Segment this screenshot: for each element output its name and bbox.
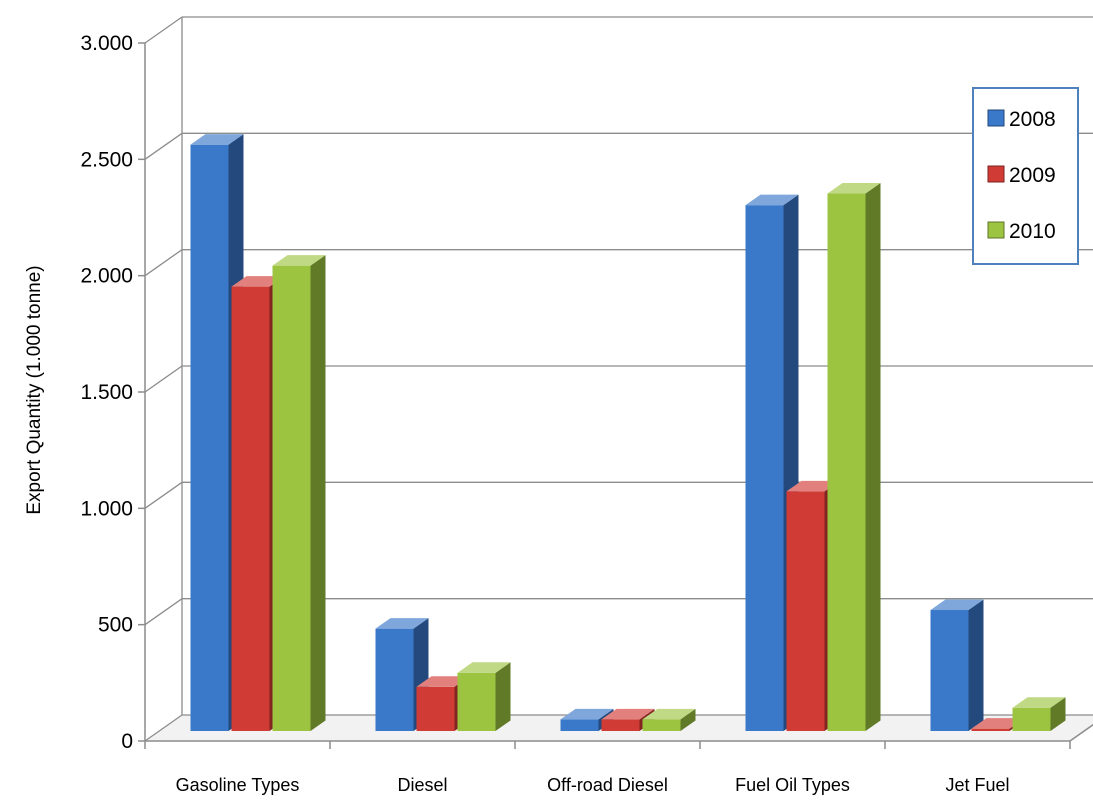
bar-front xyxy=(827,193,866,732)
legend-item-2009: 2009 xyxy=(987,164,1056,187)
bar-top xyxy=(745,194,799,206)
x-category-label: Fuel Oil Types xyxy=(735,775,850,795)
gridline-side xyxy=(144,16,183,44)
gridline-side xyxy=(144,132,183,160)
bar-top xyxy=(416,676,470,687)
bar-top xyxy=(642,708,696,720)
legend-label: 2008 xyxy=(1009,108,1056,131)
bar-front xyxy=(560,719,599,731)
x-category-labels: Gasoline Types Diesel Off-road Diesel Fuel … xyxy=(176,775,1010,795)
bar-2010-off-road-diesel xyxy=(642,708,696,731)
bar-front xyxy=(375,628,414,731)
legend-swatch xyxy=(987,109,1005,127)
bar-top xyxy=(457,662,511,673)
legend-swatch xyxy=(987,165,1005,183)
bar-side xyxy=(1050,697,1066,731)
bar-top xyxy=(1012,697,1066,708)
axes xyxy=(138,42,1093,749)
bar-front xyxy=(601,719,640,731)
y-axis-label: Export Quantity (1.000 tonne) xyxy=(24,265,45,514)
bar-front xyxy=(1012,707,1051,731)
bar-2008-jet-fuel xyxy=(930,599,984,731)
bar-front xyxy=(190,144,229,731)
bar-front xyxy=(642,719,681,731)
bar-front xyxy=(745,205,784,731)
bar-front xyxy=(416,686,455,731)
bar-side xyxy=(310,255,326,731)
bar-top xyxy=(560,708,614,720)
x-axis-end xyxy=(1069,723,1093,742)
bar-front xyxy=(231,286,270,731)
bar-top xyxy=(971,718,1025,729)
legend: 2008 2009 2010 xyxy=(972,87,1079,265)
bar-top xyxy=(375,618,429,629)
y-tick-labels: 0 500 1.000 1.500 2.000 2.500 3.000 xyxy=(80,32,133,753)
y-tick-label: 0 xyxy=(121,730,133,753)
bar-2010-diesel xyxy=(457,662,511,731)
gridline-side xyxy=(144,481,183,509)
bar-side xyxy=(680,708,696,731)
bar-top xyxy=(272,255,326,266)
y-tick-label: 2.500 xyxy=(80,148,133,171)
bar-top xyxy=(231,276,285,287)
bar-top xyxy=(190,134,244,145)
x-category-label: Diesel xyxy=(397,775,447,795)
bar-top xyxy=(601,708,655,720)
legend-item-2008: 2008 xyxy=(987,108,1056,131)
y-tick-label: 3.000 xyxy=(80,32,133,55)
legend-label: 2009 xyxy=(1009,164,1056,187)
y-tick-label: 1.000 xyxy=(80,497,133,520)
bar-2010-gasoline-types xyxy=(272,255,326,731)
bar-front xyxy=(786,491,825,731)
gridline-side xyxy=(144,714,183,742)
bar-2008-diesel xyxy=(375,618,429,731)
bar-top xyxy=(827,182,881,194)
bar-side xyxy=(968,599,984,731)
bar-2010-fuel-oil-types xyxy=(827,182,881,732)
gridline-side xyxy=(144,598,183,626)
gridline-side xyxy=(144,249,183,277)
bar-2010-jet-fuel xyxy=(1012,697,1066,731)
x-category-label: Gasoline Types xyxy=(176,775,300,795)
gridlines xyxy=(144,16,1093,742)
y-tick-label: 500 xyxy=(98,614,133,637)
bar-side xyxy=(495,662,511,731)
legend-item-2010: 2010 xyxy=(987,220,1056,243)
legend-swatch xyxy=(987,221,1005,239)
y-tick-label: 2.000 xyxy=(80,265,133,288)
bar-front xyxy=(272,265,311,731)
bar-top xyxy=(930,599,984,611)
bar-top xyxy=(786,480,840,492)
gridline-side xyxy=(144,365,183,393)
x-category-label: Off-road Diesel xyxy=(547,775,668,795)
y-tick-label: 1.500 xyxy=(80,381,133,404)
bars xyxy=(190,134,1066,732)
x-category-label: Jet Fuel xyxy=(945,775,1009,795)
bar-front xyxy=(971,728,1010,731)
bar-side xyxy=(865,182,881,732)
legend-label: 2010 xyxy=(1009,220,1056,243)
bar-front xyxy=(457,672,496,731)
bar-front xyxy=(930,610,969,731)
